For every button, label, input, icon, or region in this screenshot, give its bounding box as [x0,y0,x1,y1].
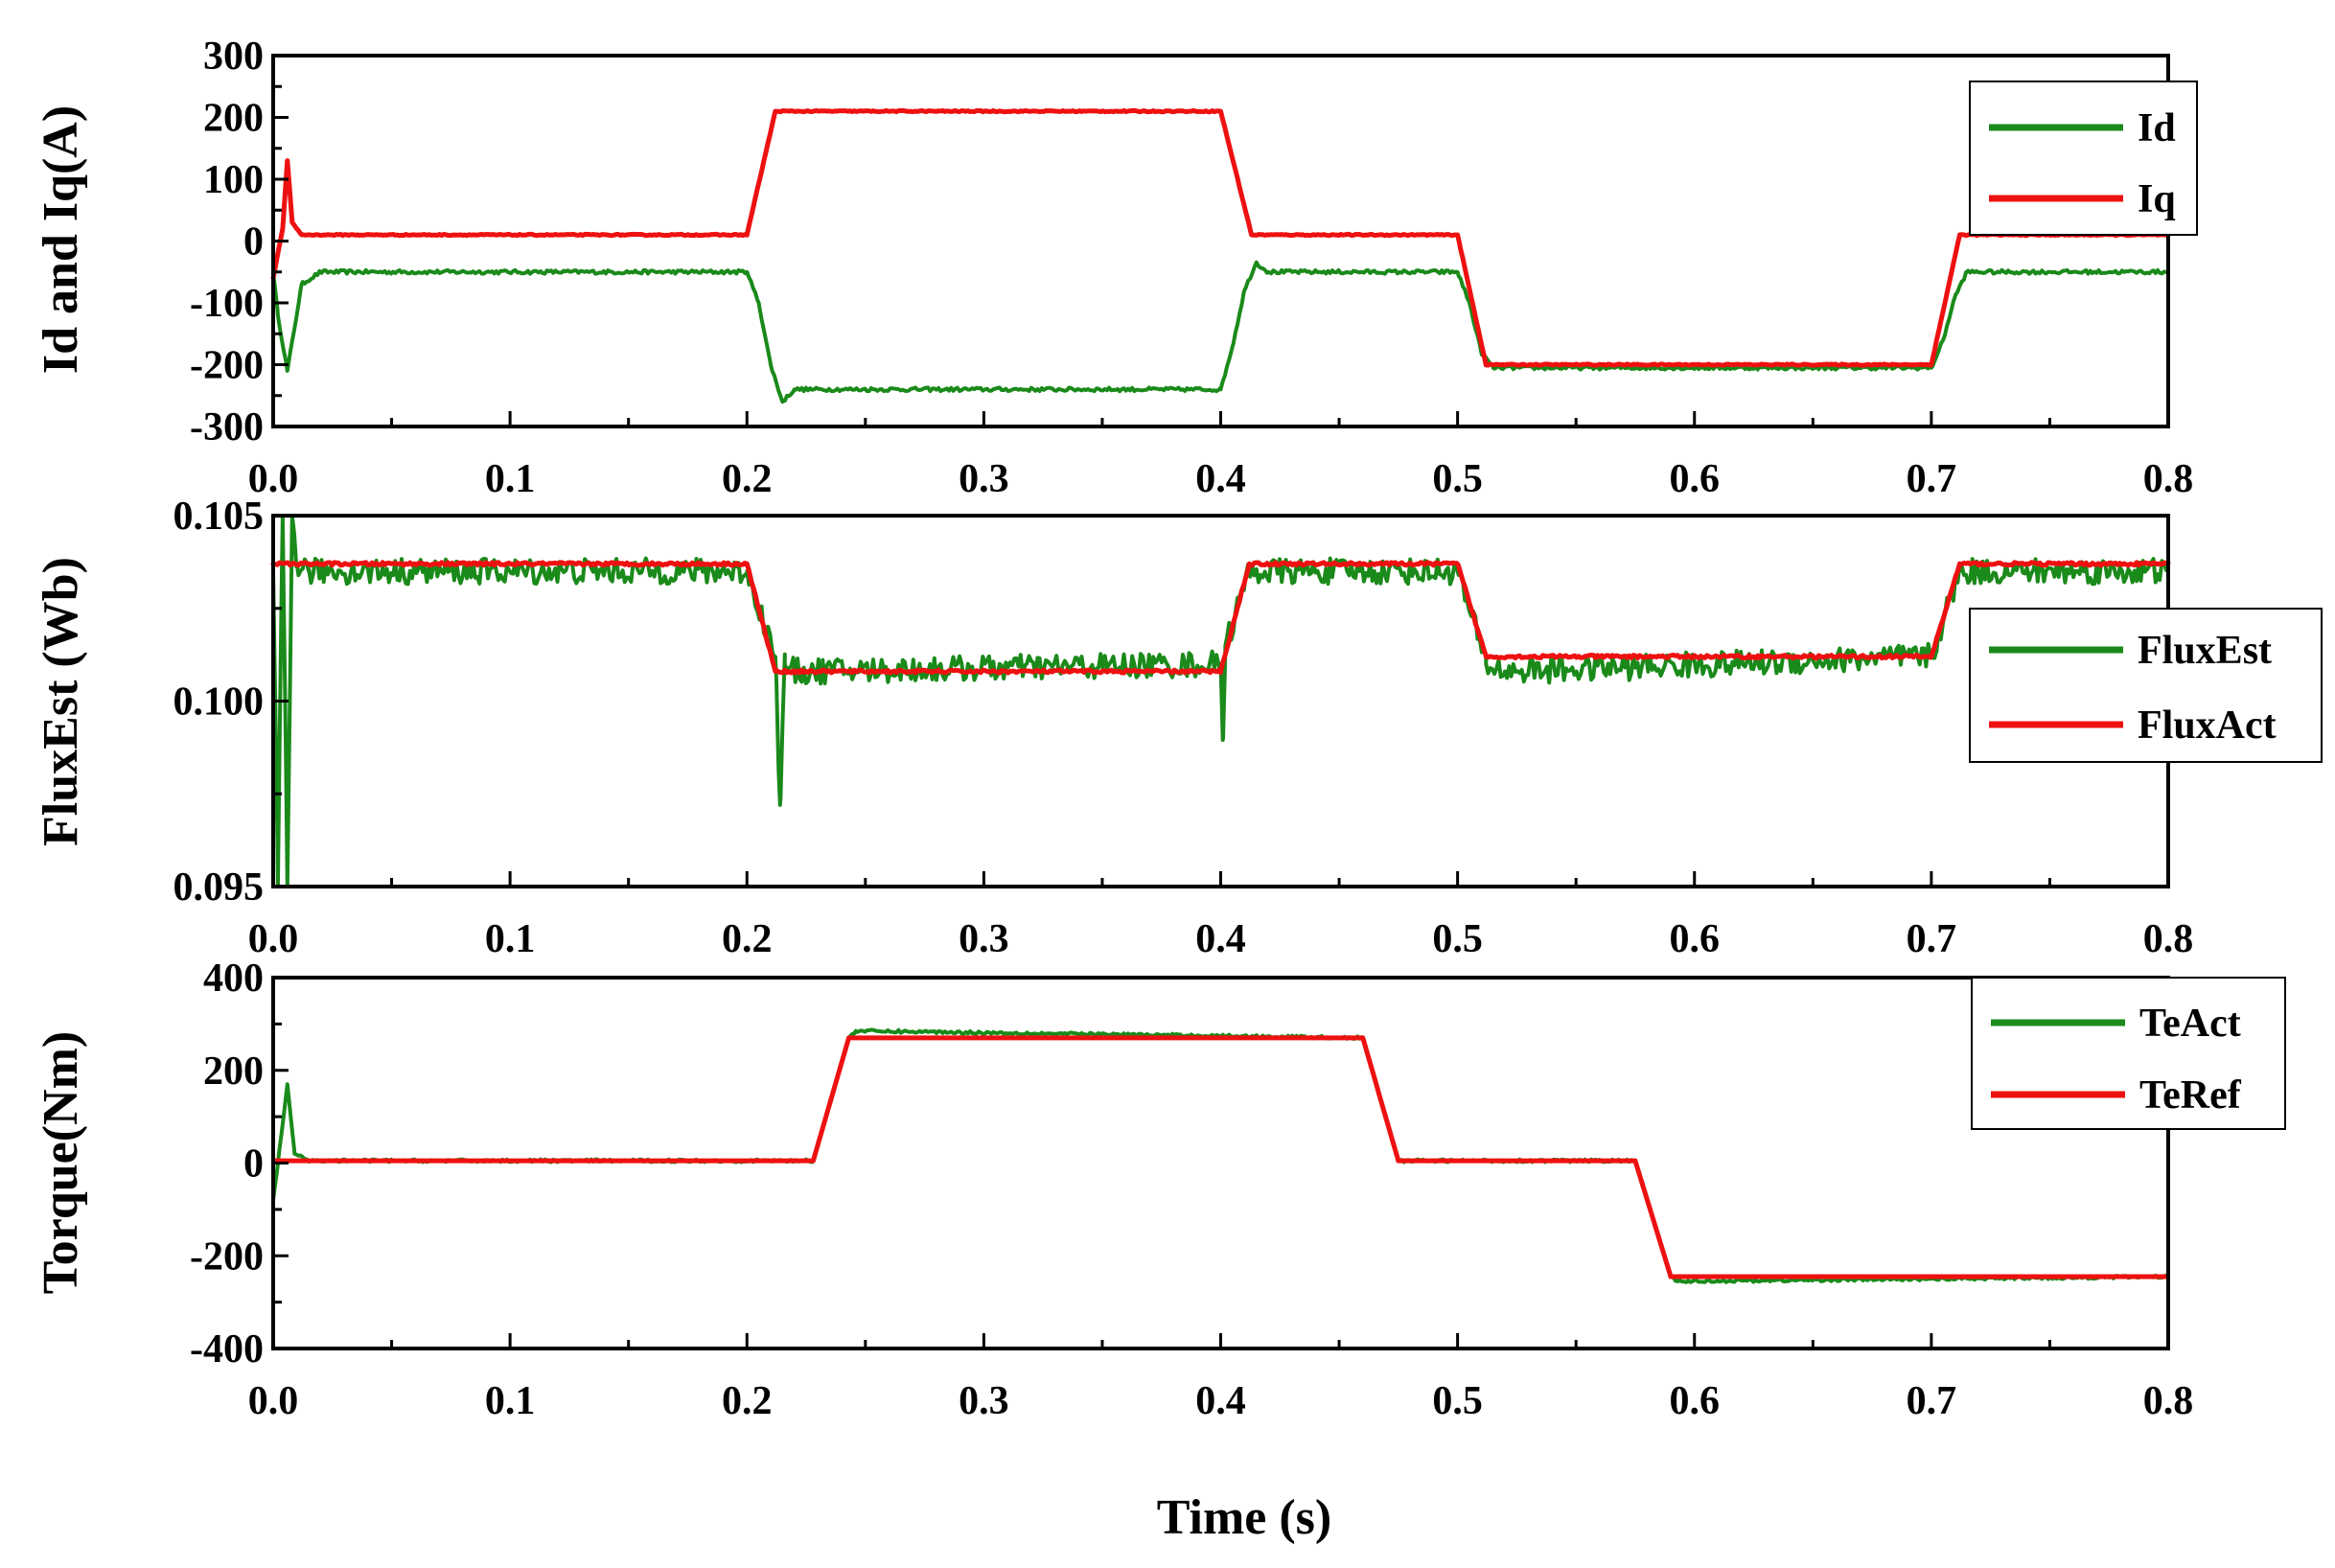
x-tick-label: 0.2 [722,1379,773,1423]
x-tick-label: 0.5 [1432,917,1483,961]
flux-plot [270,514,2171,888]
torque-plot [271,1027,2170,1284]
y-tick-label: -200 [190,344,264,388]
x-tick-label: 0.0 [248,457,299,501]
time-xlabel: Time (s) [1157,1490,1331,1545]
y-tick-label: -300 [190,405,264,450]
legend-label-iq: Iq [2138,177,2176,221]
torque-panel: Torque(Nm) 0.0 0.1 0.2 0.3 0.4 0.5 0.6 0.7 0.8 40… [34,957,2286,1545]
y-tick-label: 100 [203,158,264,202]
legend-label-id: Id [2138,106,2176,150]
x-tick-label: 0.0 [248,1379,299,1423]
y-tick-label: -100 [190,282,264,326]
x-tick-label: 0.7 [1907,457,1957,501]
series-line-iq [270,107,2171,368]
series-line-fluxest [271,514,2170,888]
x-tick-label: 0.8 [2143,1379,2194,1423]
currents-panel: Id and Iq(A) 0.0 0.1 0.2 0.3 0.4 0.5 0.6 0.7 0.8… [34,35,2198,501]
y-tick-label: 0.105 [173,495,265,539]
currents-plot [270,107,2171,404]
x-tick-label: 0.4 [1195,457,1246,501]
y-tick-label: 0.095 [173,865,265,910]
x-tick-label: 0.7 [1907,1379,1957,1423]
currents-ylabel: Id and Iq(A) [34,105,88,374]
x-tick-label: 0.8 [2143,457,2194,501]
series-line-teref [272,1035,2169,1280]
series-line-fluxact [270,560,2171,676]
torque-legend: TeAct TeRef [1971,977,2286,1130]
currents-ticks: 0.0 0.1 0.2 0.3 0.4 0.5 0.6 0.7 0.8 300 200 100 0 -10… [190,35,2193,501]
y-tick-label: -400 [190,1327,264,1372]
legend-label-fluxest: FluxEst [2138,629,2272,673]
torque-ylabel: Torque(Nm) [34,1031,88,1294]
y-tick-label: 300 [203,35,264,79]
x-tick-label: 0.6 [1670,917,1721,961]
y-tick-label: 200 [203,1049,264,1094]
y-tick-label: 0.100 [173,680,265,725]
y-tick-label: 0 [243,220,264,265]
x-tick-label: 0.2 [722,917,773,961]
x-tick-label: 0.1 [485,917,536,961]
series-line-id [271,260,2170,404]
x-tick-label: 0.6 [1670,1379,1721,1423]
legend-label-teref: TeRef [2139,1073,2242,1118]
x-tick-label: 0.3 [959,917,1009,961]
flux-panel: FluxEst (Wb) 0.0 0.1 0.2 0.3 0.4 0.5 0.6 0.7 0.8… [34,495,2323,961]
x-tick-label: 0.6 [1670,457,1721,501]
x-tick-label: 0.5 [1432,1379,1483,1423]
legend-label-teact: TeAct [2139,1002,2241,1046]
legend-label-fluxact: FluxAct [2138,703,2277,748]
flux-legend: FluxEst FluxAct [1969,608,2323,763]
currents-legend: Id Iq [1969,81,2198,236]
y-tick-label: 0 [243,1142,264,1187]
x-tick-label: 0.5 [1432,457,1483,501]
x-tick-label: 0.2 [722,457,773,501]
y-tick-label: 200 [203,97,264,141]
y-tick-label: -200 [190,1234,264,1279]
x-tick-label: 0.0 [248,917,299,961]
x-tick-label: 0.4 [1195,1379,1246,1423]
x-tick-label: 0.1 [485,1379,536,1423]
series-line-teact [271,1027,2170,1284]
torque-legend-box [1971,977,2286,1130]
x-tick-label: 0.4 [1195,917,1246,961]
flux-ylabel: FluxEst (Wb) [34,557,88,846]
x-tick-label: 0.3 [959,1379,1009,1423]
x-tick-label: 0.7 [1907,917,1957,961]
x-tick-label: 0.1 [485,457,536,501]
currents-legend-box [1969,81,2198,236]
torque-ticks: 0.0 0.1 0.2 0.3 0.4 0.5 0.6 0.7 0.8 400 200 0 -200 -4… [190,957,2193,1423]
x-tick-label: 0.8 [2143,917,2194,961]
y-tick-label: 400 [203,957,264,1001]
flux-legend-box [1969,608,2323,763]
flux-ticks: 0.0 0.1 0.2 0.3 0.4 0.5 0.6 0.7 0.8 0.105 0.100 0.0… [173,495,2194,961]
x-tick-label: 0.3 [959,457,1009,501]
